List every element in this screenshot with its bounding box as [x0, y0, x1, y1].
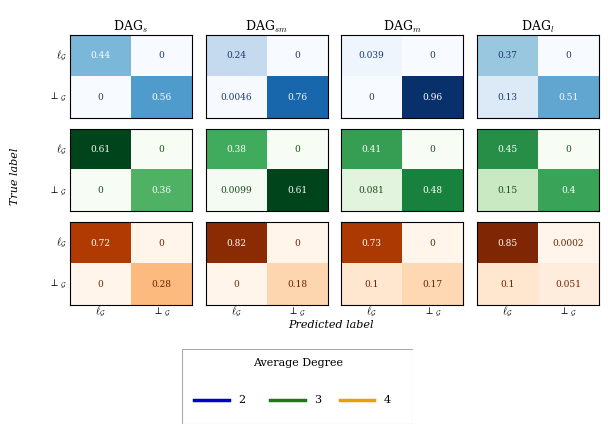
Text: 0.4: 0.4 [561, 186, 576, 195]
Text: 0: 0 [294, 145, 300, 154]
Text: 0.96: 0.96 [423, 93, 443, 102]
Text: 0: 0 [233, 280, 239, 289]
Text: 0.0046: 0.0046 [220, 93, 252, 102]
Text: True label: True label [10, 148, 20, 206]
Text: 0.37: 0.37 [497, 51, 517, 61]
Text: 0: 0 [159, 239, 164, 248]
Text: 3: 3 [314, 395, 321, 405]
FancyBboxPatch shape [182, 349, 413, 424]
Text: 0.41: 0.41 [362, 145, 382, 154]
Text: 0.76: 0.76 [287, 93, 307, 102]
Text: Predicted label: Predicted label [289, 320, 374, 331]
Text: $\ell_\mathcal{G}$: $\ell_\mathcal{G}$ [95, 305, 106, 320]
Text: 0.45: 0.45 [497, 145, 517, 154]
Text: 0: 0 [98, 93, 103, 102]
Text: 0.24: 0.24 [226, 51, 246, 61]
Text: 0: 0 [294, 239, 300, 248]
Text: 0: 0 [565, 145, 571, 154]
Text: 0: 0 [294, 51, 300, 61]
Text: 0.28: 0.28 [151, 280, 171, 289]
Text: 0.72: 0.72 [91, 239, 111, 248]
Title: DAG$_l$: DAG$_l$ [521, 19, 554, 35]
Text: 0.82: 0.82 [226, 239, 246, 248]
Text: 0: 0 [430, 145, 435, 154]
Text: $\ell_\mathcal{G}$: $\ell_\mathcal{G}$ [502, 305, 513, 320]
Text: 0: 0 [430, 51, 435, 61]
Text: 4: 4 [384, 395, 390, 405]
Text: 0.18: 0.18 [287, 280, 307, 289]
Title: DAG$_m$: DAG$_m$ [382, 19, 422, 35]
Text: $\ell_\mathcal{G}$: $\ell_\mathcal{G}$ [56, 236, 67, 250]
Text: $\ell_\mathcal{G}$: $\ell_\mathcal{G}$ [56, 49, 67, 63]
Text: 0.1: 0.1 [500, 280, 514, 289]
Text: $\perp_\mathcal{G}$: $\perp_\mathcal{G}$ [49, 278, 67, 291]
Text: 0.48: 0.48 [423, 186, 443, 195]
Text: 0.61: 0.61 [287, 186, 307, 195]
Text: 2: 2 [238, 395, 245, 405]
Text: 0: 0 [369, 93, 375, 102]
Text: 0.081: 0.081 [359, 186, 385, 195]
Text: 0.13: 0.13 [497, 93, 517, 102]
Text: $\ell_\mathcal{G}$: $\ell_\mathcal{G}$ [366, 305, 377, 320]
Text: 0.0099: 0.0099 [220, 186, 252, 195]
Text: 0.38: 0.38 [226, 145, 246, 154]
Text: 0: 0 [430, 239, 435, 248]
Text: 0.56: 0.56 [151, 93, 171, 102]
Text: 0.51: 0.51 [558, 93, 578, 102]
Text: 0.44: 0.44 [91, 51, 111, 61]
Text: 0: 0 [159, 51, 164, 61]
Text: $\perp_\mathcal{G}$: $\perp_\mathcal{G}$ [49, 184, 67, 198]
Title: DAG$_{sm}$: DAG$_{sm}$ [245, 19, 288, 35]
Title: DAG$_s$: DAG$_s$ [113, 19, 149, 35]
Text: 0.85: 0.85 [497, 239, 517, 248]
Text: 0: 0 [159, 145, 164, 154]
Text: 0.61: 0.61 [91, 145, 111, 154]
Text: 0.039: 0.039 [359, 51, 384, 61]
Text: $\perp_\mathcal{G}$: $\perp_\mathcal{G}$ [153, 306, 170, 320]
Text: 0.17: 0.17 [423, 280, 443, 289]
Text: 0.051: 0.051 [555, 280, 581, 289]
Text: 0.36: 0.36 [151, 186, 171, 195]
Text: $\perp_\mathcal{G}$: $\perp_\mathcal{G}$ [424, 306, 441, 320]
Text: 0.15: 0.15 [497, 186, 517, 195]
Text: 0.1: 0.1 [364, 280, 379, 289]
Text: 0.73: 0.73 [362, 239, 382, 248]
Text: $\perp_\mathcal{G}$: $\perp_\mathcal{G}$ [288, 306, 306, 320]
Text: 0: 0 [98, 280, 103, 289]
Text: 0: 0 [98, 186, 103, 195]
Text: $\ell_\mathcal{G}$: $\ell_\mathcal{G}$ [56, 142, 67, 157]
Text: $\perp_\mathcal{G}$: $\perp_\mathcal{G}$ [559, 306, 577, 320]
Text: $\perp_\mathcal{G}$: $\perp_\mathcal{G}$ [49, 91, 67, 104]
Text: Average Degree: Average Degree [253, 358, 343, 368]
Text: 0.0002: 0.0002 [553, 239, 584, 248]
Text: 0: 0 [565, 51, 571, 61]
Text: $\ell_\mathcal{G}$: $\ell_\mathcal{G}$ [230, 305, 241, 320]
